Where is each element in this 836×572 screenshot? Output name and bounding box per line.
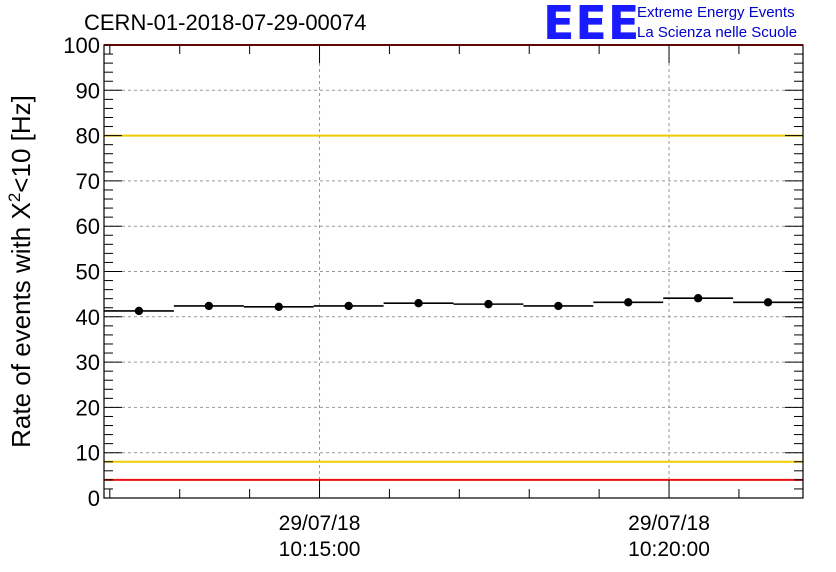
y-tick-label: 70 xyxy=(76,169,100,194)
data-point xyxy=(204,301,214,311)
data-point xyxy=(134,306,144,316)
grid-layer xyxy=(104,45,803,498)
y-tick-label: 30 xyxy=(76,350,100,375)
y-tick-labels: 0 10 20 30 40 50 60 70 80 90 100 xyxy=(63,33,100,511)
data-point xyxy=(414,299,423,308)
x-tick-time-label: 10:20:00 xyxy=(628,538,710,561)
x-tick-time-label: 10:15:00 xyxy=(279,538,361,561)
x-tick-date-label: 29/07/18 xyxy=(279,512,361,535)
y-tick-label: 10 xyxy=(76,441,100,466)
data-point xyxy=(624,298,633,307)
y-tick-label: 40 xyxy=(76,305,100,330)
chart-title: CERN-01-2018-07-29-00074 xyxy=(84,10,367,35)
y-tick-label: 0 xyxy=(88,486,100,511)
data-point xyxy=(344,301,353,311)
logo-subtitle-line1: Extreme Energy Events xyxy=(637,4,795,21)
y-tick-label: 50 xyxy=(76,260,100,285)
eee-logo: EEE xyxy=(543,0,641,50)
data-point xyxy=(693,294,703,303)
y-tick-label: 20 xyxy=(76,395,100,420)
x-tick-labels: 29/07/18 10:15:00 29/07/18 10:20:00 xyxy=(279,512,710,561)
x-tick-date-label: 29/07/18 xyxy=(628,512,710,535)
data-point xyxy=(274,302,283,312)
y-axis-label: Rate of events with X2<10 [Hz] xyxy=(5,95,36,448)
data-point xyxy=(554,301,563,311)
y-tick-label: 60 xyxy=(76,214,100,239)
axis-ticks xyxy=(104,44,803,499)
data-point xyxy=(484,299,493,309)
logo-subtitle-line2: La Scienza nelle Scuole xyxy=(637,24,798,41)
y-tick-label: 80 xyxy=(76,124,100,149)
y-tick-label: 90 xyxy=(76,78,100,103)
y-tick-label: 100 xyxy=(63,33,100,58)
reference-lines xyxy=(104,44,803,481)
data-series xyxy=(104,294,803,316)
data-point xyxy=(763,298,773,307)
